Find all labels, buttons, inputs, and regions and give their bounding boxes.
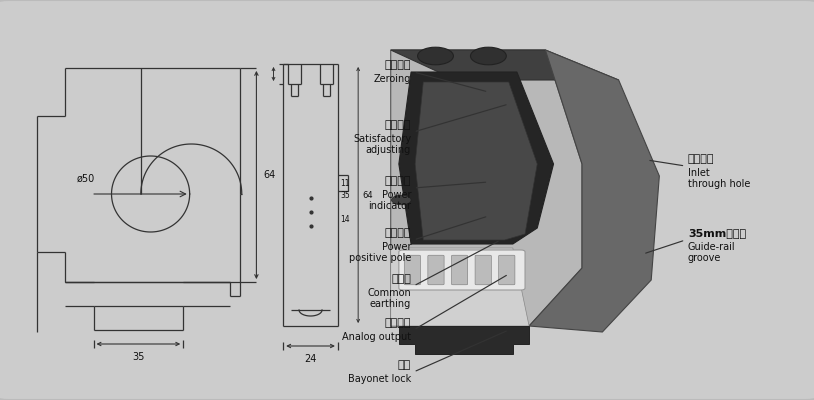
Text: 11: 11 (340, 178, 350, 188)
Text: 零点调节: 零点调节 (384, 60, 411, 70)
Polygon shape (391, 50, 619, 80)
FancyBboxPatch shape (475, 255, 492, 285)
Text: 35mm导轨槽: 35mm导轨槽 (688, 228, 746, 238)
Polygon shape (529, 50, 659, 332)
FancyBboxPatch shape (499, 255, 515, 285)
Text: 输入穿孔: 输入穿孔 (688, 154, 715, 164)
FancyBboxPatch shape (428, 255, 444, 285)
Circle shape (418, 47, 453, 65)
Polygon shape (415, 82, 537, 240)
Polygon shape (391, 50, 582, 326)
Text: Zeroing: Zeroing (374, 74, 411, 84)
FancyBboxPatch shape (405, 255, 421, 285)
Text: 满度调节: 满度调节 (384, 120, 411, 130)
Text: 公共地: 公共地 (392, 274, 411, 284)
Text: Power
indicator: Power indicator (368, 190, 411, 211)
Text: Guide-rail
groove: Guide-rail groove (688, 242, 736, 263)
Text: 64: 64 (362, 190, 373, 200)
Polygon shape (391, 248, 529, 326)
Text: 模拟输出: 模拟输出 (384, 318, 411, 328)
Text: Power
positive pole: Power positive pole (348, 242, 411, 263)
Text: 14: 14 (340, 214, 350, 224)
Text: 35: 35 (132, 352, 145, 362)
Text: Common
earthing: Common earthing (367, 288, 411, 309)
Text: ø50: ø50 (77, 174, 94, 184)
Text: Analog output: Analog output (342, 332, 411, 342)
Text: 24: 24 (304, 354, 317, 364)
Circle shape (470, 47, 506, 65)
Text: 卡锁: 卡锁 (398, 360, 411, 370)
Text: 电源指示: 电源指示 (384, 176, 411, 186)
Text: 电源正极: 电源正极 (384, 228, 411, 238)
Text: 64: 64 (263, 170, 275, 180)
Text: Bayonet lock: Bayonet lock (348, 374, 411, 384)
Polygon shape (399, 326, 529, 354)
Text: Inlet
through hole: Inlet through hole (688, 168, 751, 189)
FancyBboxPatch shape (399, 250, 525, 290)
Circle shape (392, 195, 411, 205)
Polygon shape (399, 72, 554, 244)
Text: Satisfactory
adjusting: Satisfactory adjusting (353, 134, 411, 155)
FancyBboxPatch shape (452, 255, 468, 285)
Text: 35: 35 (340, 190, 350, 200)
